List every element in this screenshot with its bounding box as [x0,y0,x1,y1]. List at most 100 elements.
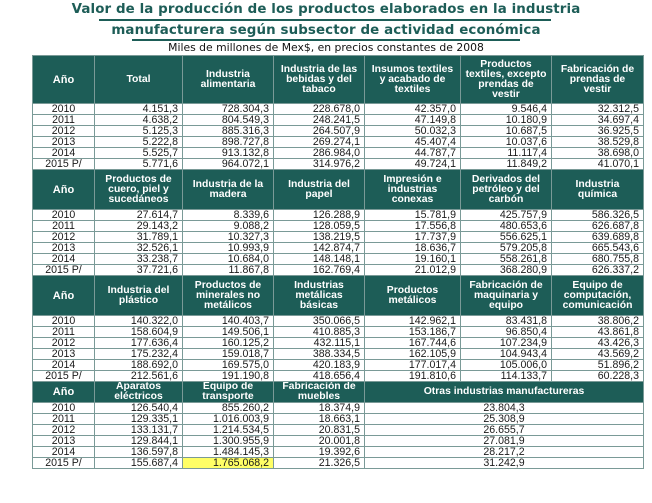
value-cell: 558.261,8 [460,253,552,265]
value-cell: 11.849,2 [460,158,552,170]
value-cell: 350.066,5 [273,315,365,327]
table-row: 2011 158.604,9 149.506,1 410.885,3 153.186,7… [32,326,644,338]
value-cell: 898.727,8 [182,136,274,148]
value-cell: 10.687,5 [460,125,552,137]
value-cell: 8.339,6 [182,209,274,221]
column-header: Industria alimentaria [182,55,274,104]
value-cell: 248.241,5 [273,114,365,126]
value-cell: 38.806,2 [551,315,644,327]
column-header-year: Año [32,55,95,104]
year-cell: 2015 P/ [32,370,95,382]
column-header-year: Año [32,381,95,403]
table-row: 2012 5.125,3 885.316,3 264.507,9 50.032,3 10.… [32,125,644,137]
value-cell: 32.312,5 [551,103,644,115]
value-cell: 191.810,6 [364,370,461,382]
header-row: Año Aparatos eléctricos Equipo de transpor… [32,381,644,403]
value-cell: 27.081,9 [364,435,644,447]
table-row: 2014 33.238,7 10.684,0 148.148,1 19.160,1 558… [32,253,644,265]
table-row: 2014 188.692,0 169.575,0 420.183,9 177.017,4… [32,359,644,371]
value-cell: 20.831,5 [273,424,365,436]
year-cell: 2010 [32,103,95,115]
value-cell: 107.234,9 [460,337,552,349]
value-cell: 10.327,3 [182,231,274,243]
value-cell: 149.506,1 [182,326,274,338]
column-header: Fabricación de maquinaria y equipo [460,275,552,316]
value-cell: 420.183,9 [273,359,365,371]
table-row: 2012 31.789,1 10.327,3 138.219,5 17.737,9 556… [32,231,644,243]
value-cell: 32.526,1 [94,242,183,254]
year-cell: 2010 [32,402,95,414]
column-header-year: Año [32,169,95,210]
value-cell: 19.392,6 [273,446,365,458]
value-cell: 20.001,8 [273,435,365,447]
value-cell: 1.484.145,3 [182,446,274,458]
title-underline-1 [99,19,551,21]
value-cell: 25.308,9 [364,413,644,425]
value-cell: 140.403,7 [182,315,274,327]
value-cell: 60.228,3 [551,370,644,382]
value-cell: 36.925,5 [551,125,644,137]
value-cell: 140.322,0 [94,315,183,327]
value-cell: 49.724,1 [364,158,461,170]
value-cell: 191.190,8 [182,370,274,382]
year-cell: 2014 [32,446,95,458]
page-title-line-2: manufacturera según subsector de activid… [111,23,541,38]
value-cell: 26.655,7 [364,424,644,436]
value-cell: 680.755,8 [551,253,644,265]
value-cell: 17.737,9 [364,231,461,243]
value-cell: 314.976,2 [273,158,365,170]
value-cell: 21.326,5 [273,457,365,469]
table-row: 2015 P/5.771,6 964.072,1 314.976,2 49.724,1… [32,158,644,170]
value-cell: 142.962,1 [364,315,461,327]
column-header: Industria de la madera [182,169,274,210]
column-header: Impresión e industrias conexas [364,169,461,210]
value-cell: 11.117,4 [460,147,552,159]
year-cell: 2012 [32,424,95,436]
value-cell: 142.874,7 [273,242,365,254]
column-header: Fabricación de prendas de vestir [551,55,644,104]
year-cell: 2012 [32,231,95,243]
table-row: 2013 175.232,4 159.018,7 388.334,5 162.105,9… [32,348,644,360]
value-cell: 105.006,0 [460,359,552,371]
value-cell: 114.133,7 [460,370,552,382]
value-cell: 804.549,3 [182,114,274,126]
value-cell: 388.334,5 [273,348,365,360]
value-cell: 138.219,5 [273,231,365,243]
value-cell: 169.575,0 [182,359,274,371]
year-cell: 2011 [32,114,95,126]
year-cell: 2012 [32,125,95,137]
value-cell: 188.692,0 [94,359,183,371]
column-header: Productos textiles, excepto prendas de v… [460,55,552,104]
value-cell: 148.148,1 [273,253,365,265]
column-header: Industria del plástico [94,275,183,316]
value-cell: 855.260,2 [182,402,274,414]
value-cell: 37.721,6 [94,264,183,276]
value-cell: 728.304,3 [182,103,274,115]
year-cell: 2014 [32,359,95,371]
value-cell: 34.697,4 [551,114,644,126]
value-cell: 579.205,8 [460,242,552,254]
value-cell: 28.217,2 [364,446,644,458]
value-cell: 10.684,0 [182,253,274,265]
column-header: Industria química [551,169,644,210]
year-cell: 2013 [32,435,95,447]
header-row: Año Total Industria alimentaria Industria d… [32,55,644,104]
table-row: 2015 P/155.687,4 1.765.068,2 21.326,5 31.24… [32,457,644,469]
table-row: 2010 27.614,7 8.339,6 126.288,9 15.781,9 425.… [32,209,644,221]
column-header: Productos de cuero, piel y sucedáneos [94,169,183,210]
value-cell: 480.653,6 [460,220,552,232]
value-cell: 31.242,9 [364,457,644,469]
table-row: 2010 140.322,0 140.403,7 350.066,5 142.962,1… [32,315,644,327]
value-cell: 368.280,9 [460,264,552,276]
column-header: Industria de las bebidas y del tabaco [273,55,365,104]
value-cell: 126.288,9 [273,209,365,221]
value-cell: 23.804,3 [364,402,644,414]
column-header: Productos metálicos [364,275,461,316]
value-cell: 133.131,7 [94,424,183,436]
value-cell: 1.300.955,9 [182,435,274,447]
value-cell: 264.507,9 [273,125,365,137]
column-header: Total [94,55,183,104]
value-cell: 10.037,6 [460,136,552,148]
value-cell: 964.072,1 [182,158,274,170]
value-cell: 9.088,2 [182,220,274,232]
